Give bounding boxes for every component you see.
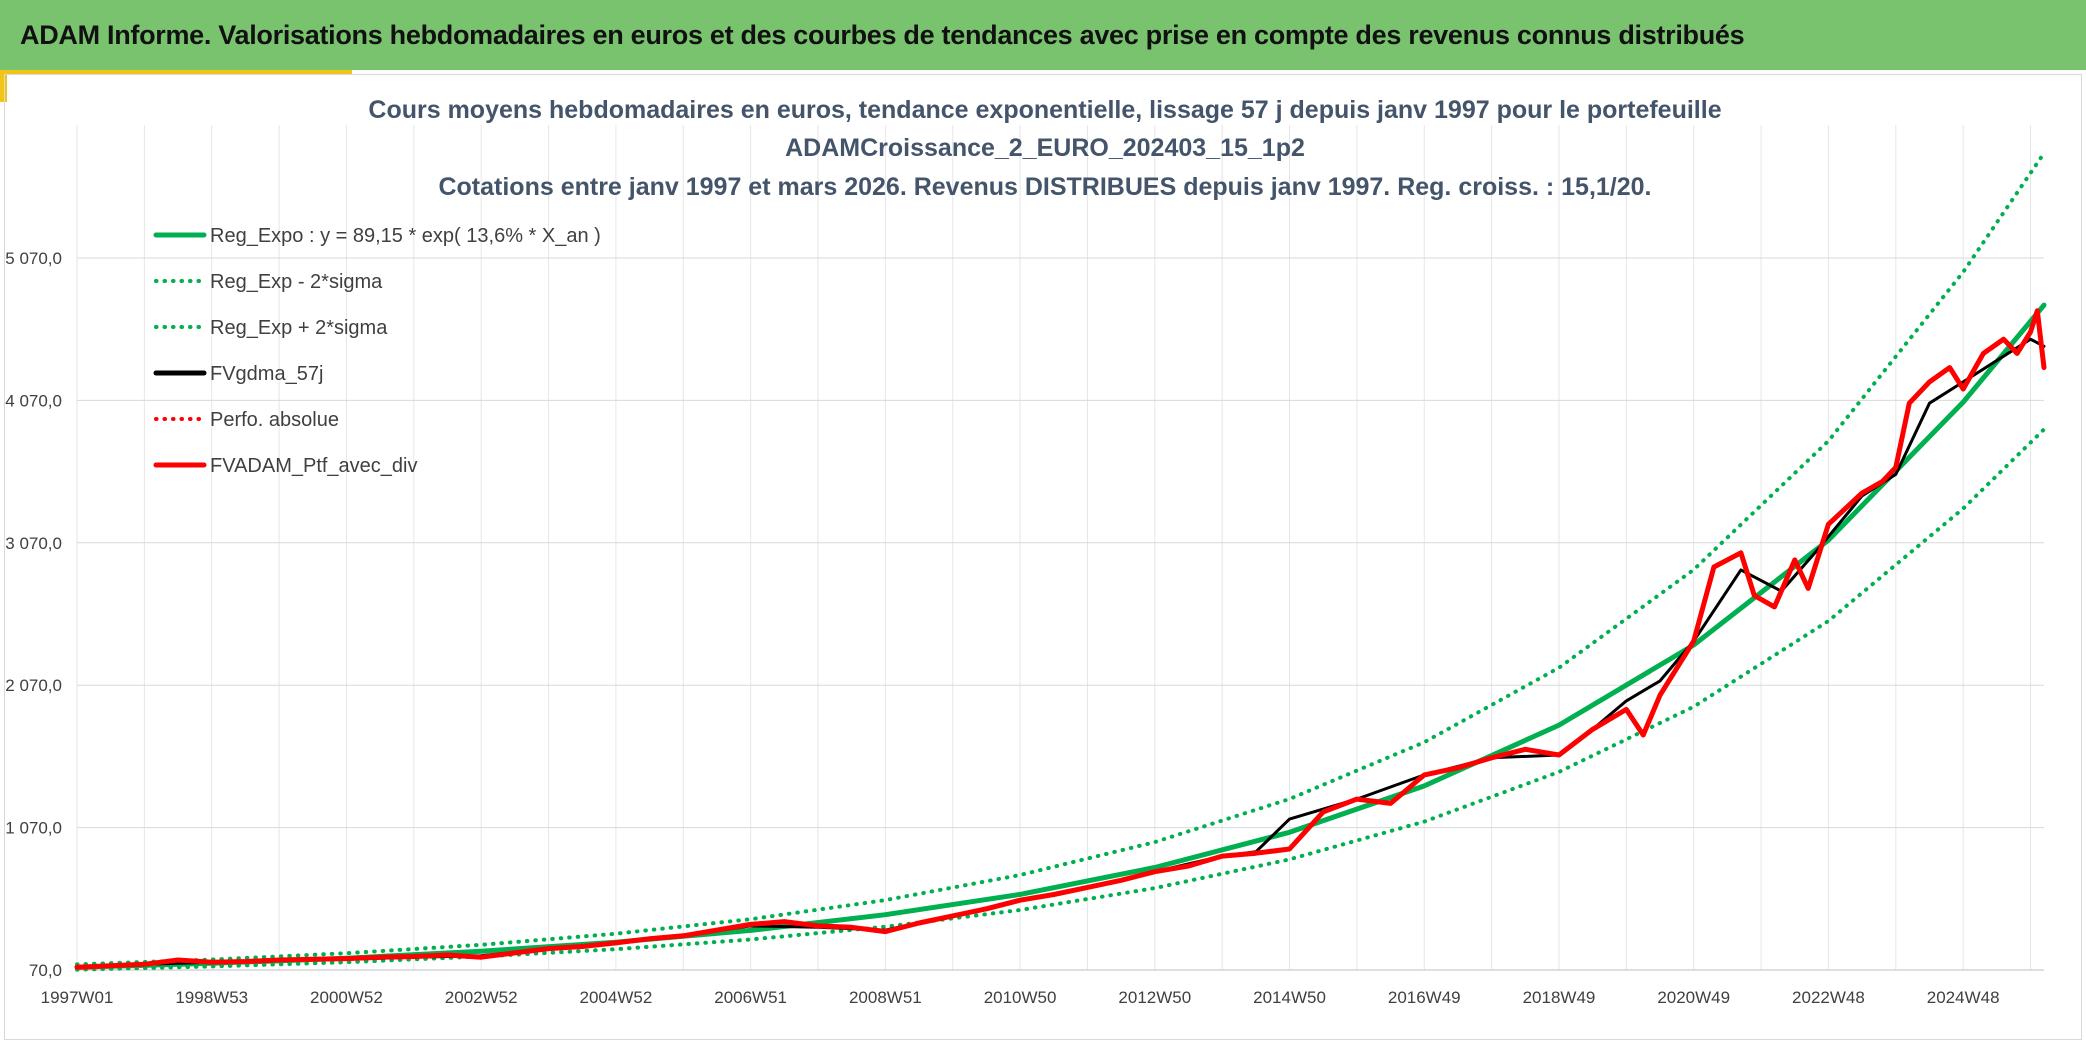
y-tick-label: 5 070,0 [5, 249, 62, 268]
axes: 70,0 1 070,0 2 070,0 3 070,0 4 070,0 5 070,0 1… [5, 249, 2044, 1007]
legend-label: Reg_Expo : y = 89,15 * exp( 13,6% * X_an… [210, 225, 601, 247]
y-tick-label: 3 070,0 [5, 534, 62, 553]
x-tick-label: 2008W51 [849, 988, 922, 1007]
legend-label: FVADAM_Ptf_avec_div [210, 455, 418, 477]
y-tick-label: 70,0 [29, 961, 62, 980]
legend-label: FVgdma_57j [210, 363, 323, 385]
grid [76, 125, 2044, 971]
legend: Reg_Expo : y = 89,15 * exp( 13,6% * X_an… [153, 225, 601, 477]
x-tick-label: 2002W52 [445, 988, 518, 1007]
chart-frame [4, 74, 2082, 1040]
y-tick-label: 4 070,0 [5, 391, 62, 410]
x-tick-label: 2014W50 [1253, 988, 1326, 1007]
x-tick-label: 2012W50 [1118, 988, 1191, 1007]
series [74, 151, 2047, 972]
x-tick-label: 2018W49 [1523, 988, 1596, 1007]
chart-title-line-2: ADAMCroissance_2_EURO_202403_15_1p2 [785, 134, 1305, 162]
x-tick-label: 1998W53 [175, 988, 248, 1007]
chart-title: Cours moyens hebdomadaires en euros, ten… [368, 96, 1721, 201]
accent-side-bar [0, 70, 7, 102]
x-tick-label: 2000W52 [310, 988, 383, 1007]
x-tick-label: 2024W48 [1927, 988, 2000, 1007]
series-line-reg-exp-2-sigma [75, 427, 2046, 972]
page-title: ADAM Informe. Valorisations hebdomadaire… [20, 19, 1745, 50]
y-tick-label: 1 070,0 [5, 819, 62, 838]
y-tick-label: 2 070,0 [5, 676, 62, 695]
x-tick-label: 2010W50 [984, 988, 1057, 1007]
accent-bar [0, 70, 352, 75]
legend-label: Reg_Exp + 2*sigma [210, 317, 388, 339]
legend-label: Reg_Exp - 2*sigma [210, 271, 383, 293]
x-tick-label: 2004W52 [580, 988, 653, 1007]
legend-label: Perfo. absolue [210, 409, 339, 431]
series-line-reg-expo-y-89-15-exp-13-6-x-an [74, 302, 2047, 970]
chart-title-line-3: Cotations entre janv 1997 et mars 2026. … [438, 173, 1651, 201]
x-tick-label: 2020W49 [1657, 988, 1730, 1007]
chart-title-line-1: Cours moyens hebdomadaires en euros, ten… [368, 96, 1721, 124]
x-tick-label: 2022W48 [1792, 988, 1865, 1007]
x-tick-label: 1997W01 [41, 988, 114, 1007]
x-tick-label: 2016W49 [1388, 988, 1461, 1007]
series-line-fvadam-ptf-avec-div [74, 308, 2047, 970]
series-line-fvgdma-57j [75, 337, 2046, 969]
x-tick-label: 2006W51 [714, 988, 787, 1007]
header-banner: ADAM Informe. Valorisations hebdomadaire… [0, 0, 2086, 70]
